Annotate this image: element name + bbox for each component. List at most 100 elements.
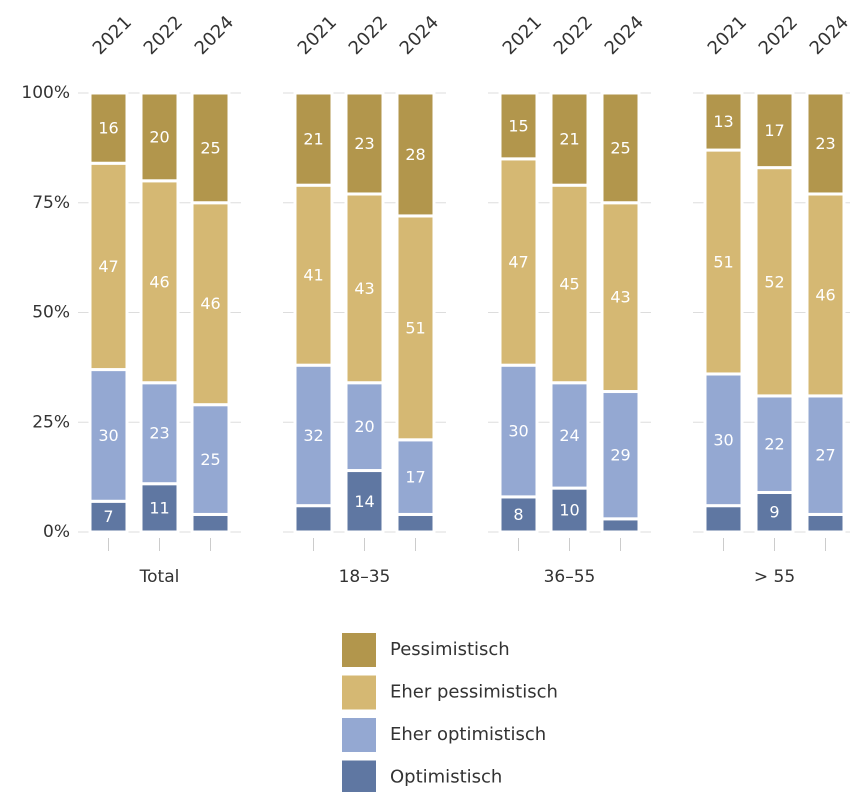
group-label: 18–35 [339, 567, 391, 587]
x-tick-label: 2021 [704, 12, 751, 59]
data-label: 46 [149, 272, 169, 291]
x-tick-label: 2024 [806, 12, 850, 59]
bar-segment [703, 91, 744, 152]
x-tick-label: 2022 [550, 12, 597, 59]
data-label: 21 [303, 130, 323, 149]
bar-segment [498, 495, 539, 534]
data-label: 43 [354, 279, 374, 298]
data-label: 46 [200, 294, 220, 313]
legend-swatch [342, 760, 376, 792]
bar-segment [703, 372, 744, 508]
bar-segment [805, 512, 846, 534]
data-label: 30 [508, 422, 528, 441]
legend-label: Optimistisch [390, 767, 502, 788]
data-label: 20 [149, 127, 169, 146]
bar-segment [139, 91, 180, 183]
data-label: 52 [764, 272, 784, 291]
data-label: 23 [149, 424, 169, 443]
bar-segment [344, 381, 385, 473]
group-label: Total [139, 567, 180, 587]
bar-segment [498, 363, 539, 499]
x-tick-label: 2024 [191, 12, 238, 59]
group-label: 36–55 [544, 567, 596, 587]
data-label: 22 [764, 435, 784, 454]
data-label: 9 [769, 503, 779, 522]
data-label: 51 [405, 318, 425, 337]
legend-swatch [342, 633, 376, 667]
data-label: 46 [815, 285, 835, 304]
data-label: 16 [98, 119, 118, 138]
data-label: 28 [405, 145, 425, 164]
data-label: 11 [149, 498, 169, 517]
data-label: 29 [610, 446, 630, 465]
data-label: 32 [303, 426, 323, 445]
bar-segment [344, 469, 385, 534]
x-tick-label: 2022 [345, 12, 392, 59]
bar-segment [754, 91, 795, 170]
data-label: 45 [559, 274, 579, 293]
bar-segment [600, 517, 641, 534]
bar-segment [293, 91, 334, 187]
data-label: 23 [815, 134, 835, 153]
group-label: > 55 [754, 567, 795, 587]
data-label: 30 [98, 426, 118, 445]
x-tick-label: 2024 [601, 12, 648, 59]
data-label: 14 [354, 492, 374, 511]
x-tick-label: 2022 [755, 12, 802, 59]
bar-segment [549, 381, 590, 490]
bar-segment [498, 157, 539, 367]
data-label: 47 [508, 253, 528, 272]
bar-segment [190, 403, 231, 516]
bar-segment [395, 91, 436, 218]
bar-segment [600, 201, 641, 394]
bar-segment [190, 91, 231, 205]
legend-label: Eher pessimistisch [390, 682, 558, 703]
bar-segment [703, 148, 744, 376]
data-label: 24 [559, 426, 579, 445]
bar-segment [88, 368, 129, 503]
legend-swatch [342, 718, 376, 752]
bar-segment [600, 91, 641, 205]
bar-segment [395, 438, 436, 516]
x-tick-label: 2021 [89, 12, 136, 59]
x-tick-label: 2021 [499, 12, 546, 59]
data-label: 25 [610, 138, 630, 157]
y-tick-label: 75% [32, 193, 70, 213]
y-tick-label: 50% [32, 303, 70, 323]
data-label: 17 [764, 121, 784, 140]
bar-segment [805, 192, 846, 398]
bar-segment [293, 504, 334, 534]
data-label: 30 [713, 430, 733, 449]
data-label: 21 [559, 130, 579, 149]
bar-segment [498, 91, 539, 161]
x-tick-label: 2024 [396, 12, 443, 59]
x-tick-label: 2022 [140, 12, 187, 59]
data-label: 13 [713, 112, 733, 131]
y-tick-label: 100% [21, 83, 70, 103]
data-label: 10 [559, 501, 579, 520]
bar-segment [805, 91, 846, 196]
data-label: 27 [815, 446, 835, 465]
bar-segment [549, 91, 590, 187]
bar-segment [139, 482, 180, 534]
bar-segment [293, 363, 334, 508]
x-tick-label: 2021 [294, 12, 341, 59]
bar-segment [344, 91, 385, 196]
data-label: 15 [508, 116, 528, 135]
data-label: 47 [98, 257, 118, 276]
data-label: 23 [354, 134, 374, 153]
data-label: 43 [610, 288, 630, 307]
data-label: 17 [405, 468, 425, 487]
data-label: 20 [354, 417, 374, 436]
bar-segment [190, 201, 231, 407]
data-label: 7 [103, 507, 113, 526]
data-label: 25 [200, 450, 220, 469]
bar-segment [395, 512, 436, 534]
bar-segment [88, 91, 129, 165]
y-tick-label: 25% [32, 412, 70, 432]
legend-swatch [342, 675, 376, 710]
bar-segment [703, 504, 744, 534]
bar-segment [139, 179, 180, 385]
data-label: 51 [713, 253, 733, 272]
